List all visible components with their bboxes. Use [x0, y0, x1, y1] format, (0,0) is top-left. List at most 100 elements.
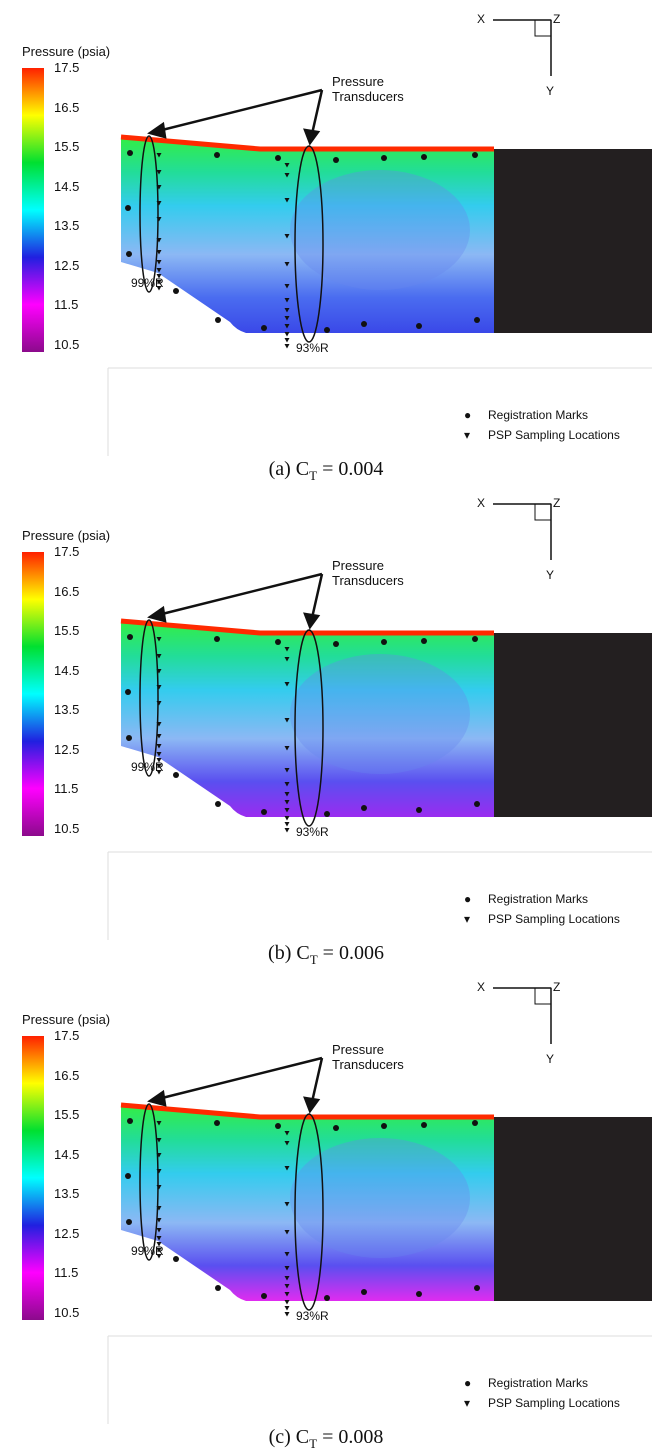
registration-mark: [127, 150, 133, 156]
axis-x-label: X: [477, 12, 486, 26]
pressure-map-svg: [22, 503, 652, 940]
registration-mark: [173, 1256, 179, 1262]
sampling-location: [156, 1153, 162, 1158]
blade-pressure-region: [121, 1105, 494, 1301]
leading-edge-high-pressure: [120, 134, 494, 152]
annotation-arrows: [147, 572, 324, 630]
colorbar-tick-label: 12.5: [54, 257, 80, 273]
colorbar-tick-label: 15.5: [54, 139, 80, 154]
sampling-location: [156, 185, 162, 190]
pressure-map-svg: [22, 19, 652, 456]
sampling-location: [284, 338, 290, 343]
label-93r: 93%R: [296, 825, 329, 839]
colorbar-tick-label: 15.5: [54, 1107, 80, 1122]
label-99r: 99%R: [131, 1244, 164, 1258]
sampling-location: [284, 1131, 290, 1136]
triangle-down-icon: ▾: [464, 912, 471, 926]
registration-mark: [127, 634, 133, 640]
colorbar-tick-label: 14.5: [54, 1146, 80, 1162]
registration-mark: [381, 155, 387, 161]
label-93r: 93%R: [296, 341, 329, 355]
sampling-location: [284, 816, 290, 821]
sampling-location: [156, 1228, 162, 1233]
sampling-location: [284, 768, 290, 773]
registration-mark: [474, 1285, 480, 1291]
sampling-location: [156, 701, 162, 706]
colorbar-tick-label: 17.5: [54, 60, 80, 75]
sampling-location: [156, 764, 162, 769]
colorbar-tick-label: 13.5: [54, 1186, 80, 1201]
colorbar-title: Pressure (psia): [22, 1012, 111, 1027]
sampling-location: [284, 718, 290, 723]
registration-mark: [275, 1123, 281, 1129]
registration-mark: [214, 1120, 220, 1126]
sampling-location: [156, 260, 162, 265]
colorbar-tick-label: 10.5: [54, 336, 80, 352]
colorbar-tick-label: 16.5: [54, 99, 80, 115]
registration-mark: [214, 152, 220, 158]
figure-panel-2: Pressure (psia) 17.5 16.5 15.5 14.5 13.5 12.5…: [0, 484, 652, 968]
registration-marks: [125, 634, 480, 817]
registration-mark: [421, 638, 427, 644]
registration-mark: [333, 641, 339, 647]
sampling-location: [284, 657, 290, 662]
sampling-location: [284, 1166, 290, 1171]
sampling-location: [156, 274, 162, 279]
colorbar-tick-label: 14.5: [54, 662, 80, 678]
axis-triad: [493, 503, 552, 560]
legend-sampling-locations: ▾ PSP Sampling Locations: [464, 428, 620, 442]
figure-panel-1: Pressure (psia) 17.5 16.5 15.5 14.5 13.5 12.5…: [0, 0, 652, 484]
legend-registration-marks: ● Registration Marks: [464, 408, 589, 422]
sampling-location: [156, 268, 162, 273]
hub-block: [494, 149, 652, 333]
sampling-location: [284, 1312, 290, 1317]
axis-z-label: Z: [553, 496, 561, 510]
registration-mark: [416, 323, 422, 329]
transducer-ellipse-99: [139, 1103, 159, 1261]
registration-mark: [261, 809, 267, 815]
sampling-location: [156, 1206, 162, 1211]
sampling-location: [284, 1306, 290, 1311]
registration-mark: [126, 251, 132, 257]
sampling-location: [284, 792, 290, 797]
registration-mark: [474, 801, 480, 807]
sampling-location: [284, 1292, 290, 1297]
axis-z-label: Z: [553, 12, 561, 26]
caption-subscript: T: [309, 468, 318, 483]
registration-mark: [416, 807, 422, 813]
sampling-location: [284, 682, 290, 687]
sampling-location: [156, 1138, 162, 1143]
colorbar-tick-label: 12.5: [54, 741, 80, 757]
sampling-location: [156, 1242, 162, 1247]
caption-prefix: (b) C: [268, 942, 310, 964]
sampling-location: [284, 1252, 290, 1257]
colorbar-tick-label: 10.5: [54, 820, 80, 836]
sampling-location: [156, 201, 162, 206]
sampling-location: [284, 344, 290, 349]
registration-mark: [381, 639, 387, 645]
leading-edge-high-pressure: [120, 1102, 494, 1120]
colorbar-tick-label: 10.5: [54, 1304, 80, 1320]
sampling-location: [284, 1230, 290, 1235]
blade-pressure-region: [121, 621, 494, 817]
legend-sampling-locations: ▾ PSP Sampling Locations: [464, 912, 620, 926]
label-99r: 99%R: [131, 276, 164, 290]
colorbar: [22, 552, 44, 836]
sampling-location: [284, 800, 290, 805]
low-pressure-zone: [290, 1138, 470, 1258]
colorbar-tick-label: 17.5: [54, 1028, 80, 1043]
colorbar: [22, 1036, 44, 1320]
colorbar-tick-label: 13.5: [54, 218, 80, 233]
colorbar-tick-label: 11.5: [54, 1265, 79, 1280]
registration-mark: [275, 639, 281, 645]
registration-mark: [333, 157, 339, 163]
dot-icon: ●: [464, 892, 472, 906]
registration-mark: [214, 636, 220, 642]
transducer-ellipse-93: [294, 1113, 324, 1311]
registration-mark: [215, 801, 221, 807]
low-pressure-zone: [290, 654, 470, 774]
sampling-location: [284, 316, 290, 321]
label-93r: 93%R: [296, 1309, 329, 1323]
registration-mark: [215, 317, 221, 323]
registration-mark: [261, 325, 267, 331]
